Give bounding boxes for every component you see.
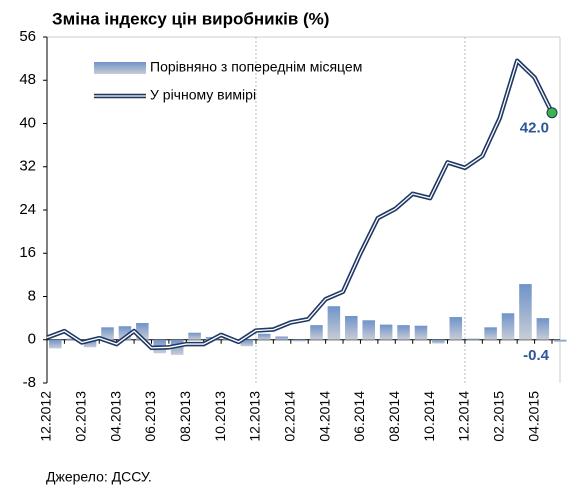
bar [362, 320, 375, 340]
bar [101, 327, 114, 340]
bar [501, 313, 515, 340]
x-tick-label: 04.2014 [316, 391, 332, 442]
y-tick-label: 0 [28, 331, 36, 348]
bar [345, 315, 358, 340]
bar [257, 333, 271, 340]
x-tick-label: 06.2013 [142, 391, 158, 442]
y-tick-label: 24 [19, 201, 36, 218]
x-tick-label: 12.2012 [38, 391, 54, 442]
y-tick-label: 40 [19, 114, 36, 131]
x-tick-label: 12.2014 [456, 391, 472, 442]
x-tick-label: 04.2015 [525, 391, 541, 442]
bar [397, 325, 410, 340]
source: Джерело: ДССУ. [46, 469, 152, 485]
bar [66, 338, 79, 340]
bar [240, 339, 254, 347]
bar [466, 338, 480, 340]
line-outline [46, 58, 555, 351]
y-tick-label: 48 [19, 71, 36, 88]
bar [554, 339, 567, 342]
x-tick-label: 02.2014 [281, 391, 297, 442]
x-tick-label: 08.2014 [386, 391, 402, 442]
bar [536, 318, 550, 340]
bar [188, 332, 201, 340]
y-tick-label: 56 [19, 28, 36, 45]
bar [310, 325, 323, 340]
x-tick-label: 12.2013 [247, 391, 263, 442]
x-tick-label: 02.2015 [490, 391, 506, 442]
x-tick-label: 02.2013 [73, 391, 89, 442]
end-marker [546, 107, 558, 119]
bar [83, 339, 97, 348]
bar [432, 339, 445, 344]
bar [292, 339, 306, 342]
chart-title: Зміна індексу цін виробників (%) [52, 9, 329, 28]
bar [414, 325, 428, 340]
legend-label: Порівняно з попереднім місяцем [150, 59, 362, 75]
bar [484, 327, 497, 340]
bar [449, 317, 463, 340]
bar [275, 336, 288, 340]
line [46, 60, 553, 349]
x-tick-label: 04.2013 [107, 391, 123, 442]
legend-swatch [94, 62, 146, 74]
value-label: -0.4 [523, 347, 550, 364]
y-tick-label: -8 [23, 374, 36, 391]
y-tick-label: 32 [19, 158, 36, 175]
x-tick-label: 10.2014 [421, 391, 437, 442]
x-tick-label: 10.2013 [212, 391, 228, 442]
value-label: 42.0 [520, 120, 549, 137]
bar [327, 306, 341, 340]
bar [519, 284, 532, 340]
x-tick-label: 08.2013 [177, 391, 193, 442]
y-tick-label: 8 [28, 287, 36, 304]
y-tick-label: 16 [19, 244, 36, 261]
legend-label: У річному вимірі [150, 87, 256, 103]
x-tick-label: 06.2014 [351, 391, 367, 442]
bar [379, 324, 393, 340]
bar [49, 339, 62, 349]
